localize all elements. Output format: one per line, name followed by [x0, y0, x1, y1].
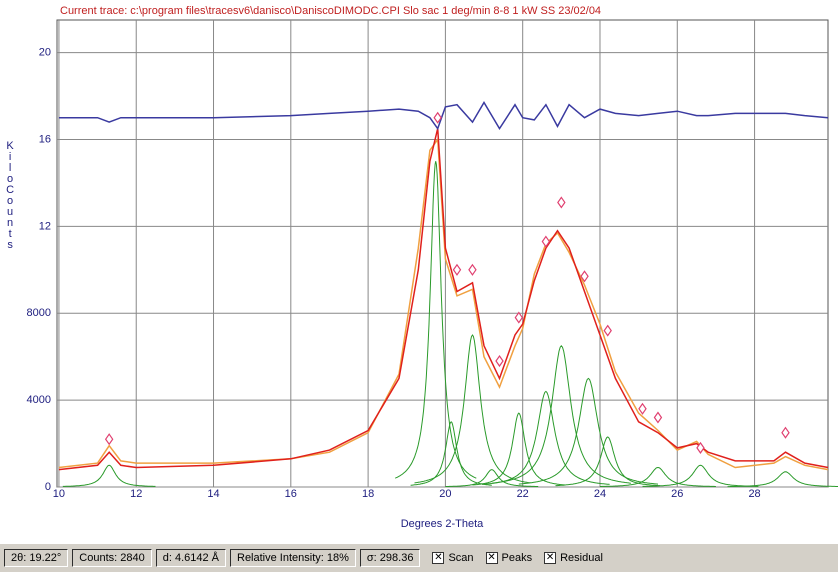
component-peak — [555, 436, 660, 487]
component-peak — [62, 464, 156, 487]
status-field: Counts: 2840 — [72, 549, 152, 567]
x-tick-label: 24 — [594, 488, 606, 500]
peak-marker — [541, 235, 551, 248]
y-tick-label: 0 — [45, 481, 51, 493]
x-tick-label: 20 — [439, 488, 451, 500]
status-bar: 2θ: 19.22° Counts: 2840 d: 4.6142 Å Relativ… — [0, 544, 838, 572]
status-field: Relative Intensity: 18% — [230, 549, 356, 567]
component-peak — [727, 471, 838, 488]
chart: Current trace: c:\program files\tracesv6… — [0, 0, 838, 544]
y-tick-label: 20 — [39, 46, 51, 58]
peak-marker — [468, 263, 477, 276]
y-axis-label: KiloCounts — [4, 140, 16, 250]
checkbox-box[interactable]: ✕ — [432, 552, 445, 564]
chart-title: Current trace: c:\program files\tracesv6… — [60, 5, 601, 17]
status-field: σ: 298.36 — [359, 549, 421, 567]
x-tick-label: 18 — [362, 488, 374, 500]
y-tick-label: 12 — [39, 220, 51, 232]
checkbox-box[interactable]: ✕ — [485, 552, 498, 564]
x-tick-label: 14 — [207, 488, 219, 500]
checkbox[interactable]: ✕ Peaks — [485, 552, 533, 564]
checkbox[interactable]: ✕ Scan — [432, 552, 474, 564]
peak-marker — [696, 441, 705, 454]
component-peak — [414, 334, 531, 484]
y-tick-label: 8000 — [27, 307, 51, 319]
y-tick-label: 4000 — [27, 394, 51, 406]
peak-marker — [781, 426, 790, 439]
checkbox[interactable]: ✕ Residual — [544, 552, 603, 564]
x-tick-label: 22 — [517, 488, 529, 500]
checkbox-box[interactable]: ✕ — [544, 552, 557, 564]
component-peak — [394, 161, 477, 479]
peak-marker — [580, 270, 589, 283]
component-peak — [600, 466, 716, 487]
peak-marker — [603, 324, 612, 337]
x-tick-label: 28 — [748, 488, 760, 500]
x-tick-label: 26 — [671, 488, 683, 500]
peak-marker — [433, 111, 442, 124]
peak-marker — [653, 411, 663, 424]
peak-marker — [638, 402, 647, 415]
peak-marker — [495, 354, 504, 368]
x-tick-label: 16 — [285, 488, 297, 500]
status-field: 2θ: 19.22° — [4, 549, 69, 567]
component-peak — [491, 345, 631, 484]
trace-line — [58, 101, 829, 131]
checkbox-label: Scan — [448, 552, 474, 564]
peak-marker — [557, 196, 566, 209]
chart-background — [0, 0, 838, 544]
x-tick-label: 10 — [53, 488, 65, 500]
peak-marker — [104, 433, 114, 446]
trace-line — [58, 128, 829, 471]
peak-marker — [514, 311, 524, 324]
component-peak — [472, 412, 566, 486]
x-tick-label: 12 — [130, 488, 142, 500]
checkbox-label: Peaks — [501, 552, 533, 564]
x-axis-label: Degrees 2-Theta — [401, 518, 484, 530]
peak-marker — [452, 263, 462, 276]
checkbox-label: Residual — [560, 552, 603, 564]
status-field: d: 4.6142 Å — [155, 549, 226, 567]
component-peak — [518, 377, 659, 485]
component-peak — [642, 464, 759, 487]
y-tick-label: 16 — [39, 133, 51, 145]
component-peak — [445, 469, 539, 487]
